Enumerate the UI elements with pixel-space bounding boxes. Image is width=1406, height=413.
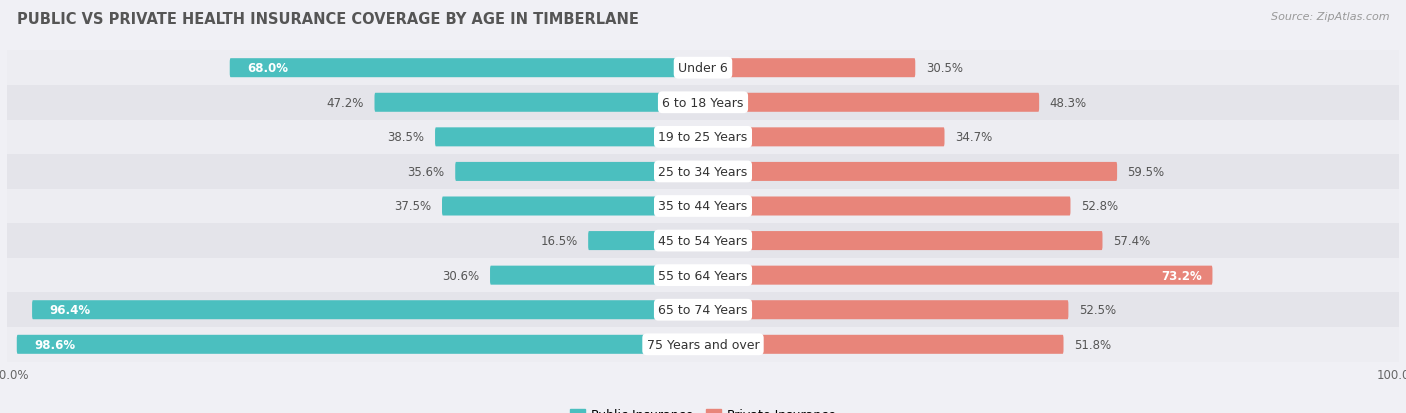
Text: 73.2%: 73.2% [1161,269,1202,282]
Bar [7,189,1399,224]
Legend: Public Insurance, Private Insurance: Public Insurance, Private Insurance [565,404,841,413]
Text: 25 to 34 Years: 25 to 34 Years [658,166,748,178]
FancyBboxPatch shape [703,93,1039,112]
FancyBboxPatch shape [588,232,703,250]
Text: 65 to 74 Years: 65 to 74 Years [658,304,748,316]
Bar [7,86,1399,120]
Text: PUBLIC VS PRIVATE HEALTH INSURANCE COVERAGE BY AGE IN TIMBERLANE: PUBLIC VS PRIVATE HEALTH INSURANCE COVER… [17,12,638,27]
Text: 30.6%: 30.6% [443,269,479,282]
Text: Under 6: Under 6 [678,62,728,75]
Text: 35 to 44 Years: 35 to 44 Years [658,200,748,213]
Bar [7,293,1399,327]
Bar [7,155,1399,189]
Bar [7,120,1399,155]
FancyBboxPatch shape [703,232,1102,250]
FancyBboxPatch shape [491,266,703,285]
Text: 35.6%: 35.6% [408,166,444,178]
Text: 98.6%: 98.6% [34,338,76,351]
Text: 75 Years and over: 75 Years and over [647,338,759,351]
FancyBboxPatch shape [229,59,703,78]
FancyBboxPatch shape [441,197,703,216]
Text: 52.8%: 52.8% [1081,200,1118,213]
FancyBboxPatch shape [703,59,915,78]
FancyBboxPatch shape [434,128,703,147]
Text: 48.3%: 48.3% [1050,97,1087,109]
FancyBboxPatch shape [32,301,703,320]
Text: 6 to 18 Years: 6 to 18 Years [662,97,744,109]
Text: 57.4%: 57.4% [1114,235,1150,247]
Text: Source: ZipAtlas.com: Source: ZipAtlas.com [1271,12,1389,22]
FancyBboxPatch shape [456,163,703,181]
Text: 16.5%: 16.5% [540,235,578,247]
Text: 45 to 54 Years: 45 to 54 Years [658,235,748,247]
Text: 19 to 25 Years: 19 to 25 Years [658,131,748,144]
Text: 30.5%: 30.5% [925,62,963,75]
Bar [7,51,1399,86]
Text: 52.5%: 52.5% [1078,304,1116,316]
FancyBboxPatch shape [703,197,1070,216]
Text: 38.5%: 38.5% [388,131,425,144]
FancyBboxPatch shape [703,163,1118,181]
Text: 96.4%: 96.4% [49,304,90,316]
Text: 47.2%: 47.2% [326,97,364,109]
Text: 59.5%: 59.5% [1128,166,1164,178]
Bar [7,224,1399,258]
Text: 68.0%: 68.0% [247,62,288,75]
Bar [7,258,1399,293]
Text: 51.8%: 51.8% [1074,338,1111,351]
Bar [7,327,1399,362]
FancyBboxPatch shape [703,266,1212,285]
FancyBboxPatch shape [374,93,703,112]
FancyBboxPatch shape [17,335,703,354]
Text: 55 to 64 Years: 55 to 64 Years [658,269,748,282]
FancyBboxPatch shape [703,301,1069,320]
FancyBboxPatch shape [703,335,1063,354]
Text: 34.7%: 34.7% [955,131,993,144]
Text: 37.5%: 37.5% [395,200,432,213]
FancyBboxPatch shape [703,128,945,147]
